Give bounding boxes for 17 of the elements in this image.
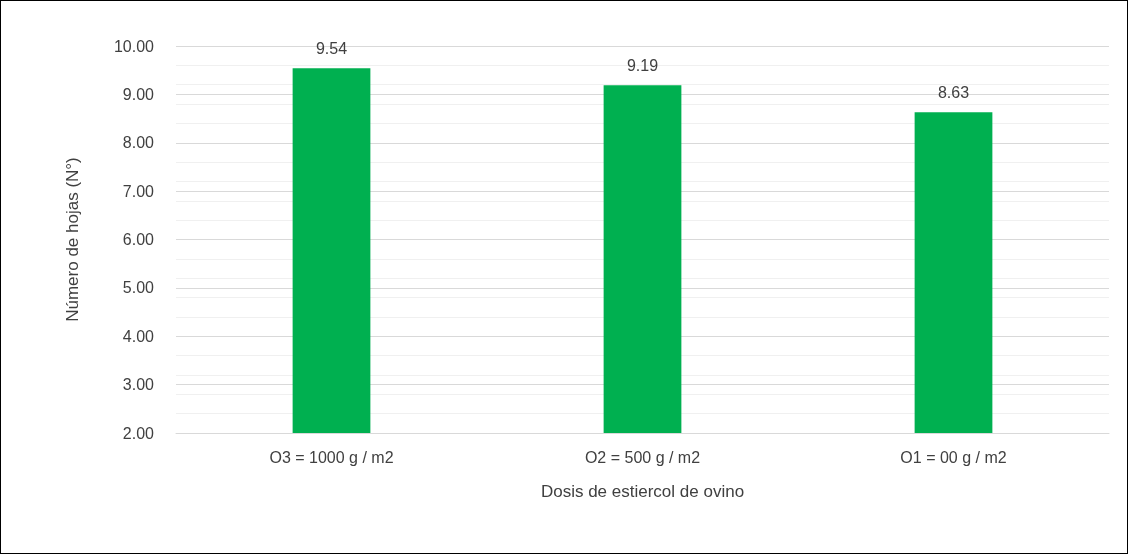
y-axis-title: Número de hojas (N°): [63, 157, 82, 322]
y-tick-label: 6.00: [122, 231, 155, 248]
y-tick-label: 9.00: [122, 85, 155, 103]
y-tick-label: 2.00: [122, 424, 155, 442]
y-tick-label: 7.00: [122, 182, 155, 200]
y-tick-label: 10.00: [113, 37, 155, 55]
data-label: 9.19: [626, 56, 659, 74]
x-tick-label: O2 = 500 g / m2: [584, 448, 701, 466]
data-label: 8.63: [937, 83, 970, 101]
x-tick-label: O3 = 1000 g / m2: [269, 448, 394, 466]
data-label: 9.54: [315, 39, 348, 57]
y-tick-label: 8.00: [122, 134, 155, 152]
x-axis-title: Dosis de estiercol de ovino: [540, 482, 745, 501]
y-tick-label: 4.00: [122, 327, 155, 345]
y-tick-label: 3.00: [122, 376, 155, 394]
y-tick-label: 5.00: [122, 279, 155, 297]
x-tick-label: O1 = 00 g / m2: [900, 448, 1007, 466]
